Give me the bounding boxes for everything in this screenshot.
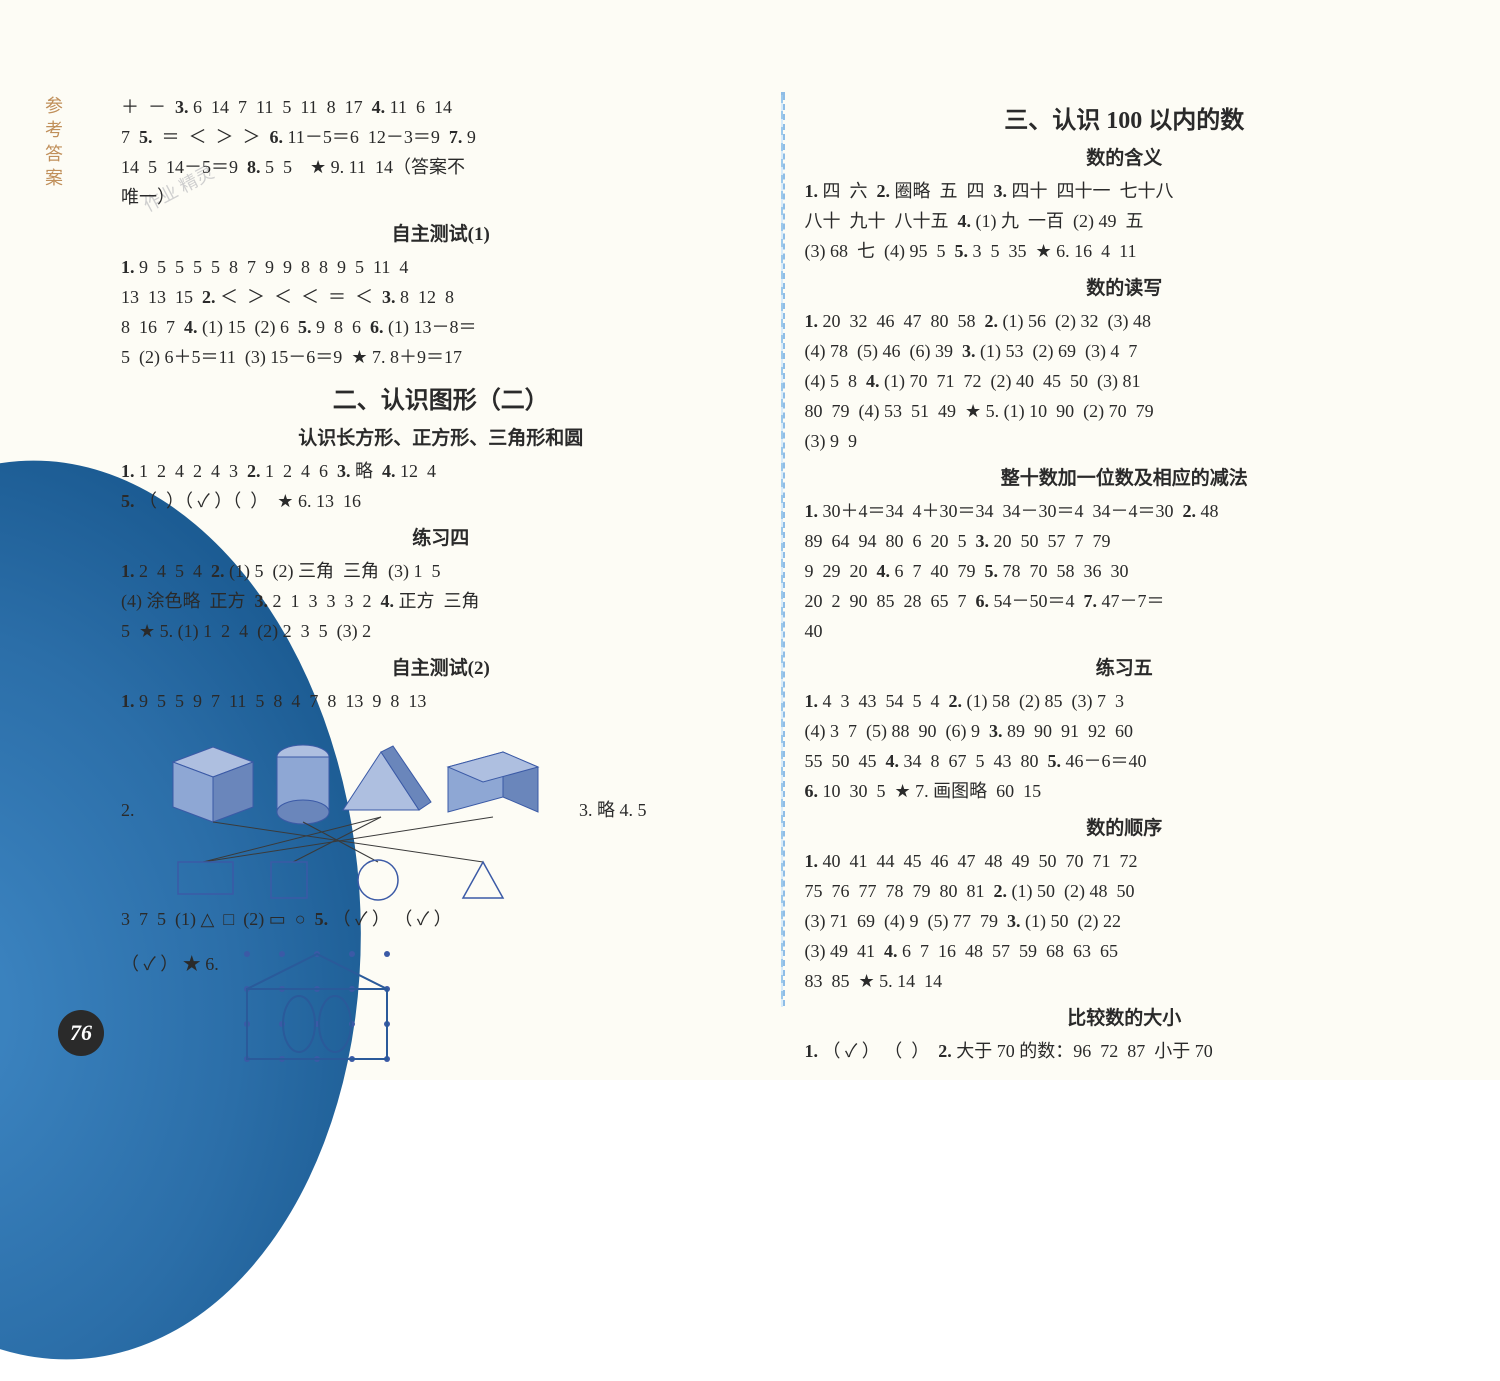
text-line: 83 85 ★ 5. 14 14	[805, 966, 1445, 996]
text-line: 1. 1 2 4 2 4 3 2. 1 2 4 6 3. 略 4. 12 4	[121, 456, 761, 486]
text-line: (4) 78 (5) 46 (6) 39 3. (1) 53 (2) 69 (3…	[805, 336, 1445, 366]
text-line: 9 29 20 4. 6 7 40 79 5. 78 70 58 36 30	[805, 556, 1445, 586]
cube-icon	[173, 747, 253, 822]
text-line: (4) 3 7 (5) 88 90 (6) 9 3. 89 90 91 92 6…	[805, 716, 1445, 746]
text-line: 40	[805, 616, 1445, 646]
subtitle-test1: 自主测试(1)	[121, 220, 761, 250]
subtitle-compare: 比较数的大小	[805, 1004, 1445, 1034]
text-line: 5 ★ 5. (1) 1 2 4 (2) 2 3 5 (3) 2	[121, 616, 761, 646]
q2-label: 2.	[121, 795, 143, 825]
text-line: (4) 涂色略 正方 3. 2 1 3 3 3 2 4. 正方 三角	[121, 586, 761, 616]
circle-icon	[358, 860, 398, 900]
subtitle-prac4: 练习四	[121, 524, 761, 554]
subtitle-order: 数的顺序	[805, 814, 1445, 844]
text-line: 20 2 90 85 28 65 7 6. 54－50＝4 7. 47－7＝	[805, 586, 1445, 616]
text-line: 75 76 77 78 79 80 81 2. (1) 50 (2) 48 50	[805, 876, 1445, 906]
text-line: 80 79 (4) 53 51 49 ★ 5. (1) 10 90 (2) 70…	[805, 396, 1445, 426]
prism-icon	[448, 752, 538, 812]
text-line: 7 5. ＝ ＜ ＞ ＞ 6. 11－5＝6 12－3＝9 7. 9	[121, 122, 761, 152]
text-line: 55 50 45 4. 34 8 67 5 43 80 5. 46－6＝40	[805, 746, 1445, 776]
shapes-match-diagram	[143, 722, 573, 902]
subtitle-shapes: 认识长方形、正方形、三角形和圆	[121, 424, 761, 454]
text-line: 1. 20 32 46 47 80 58 2. (1) 56 (2) 32 (3…	[805, 306, 1445, 336]
text-line: 13 13 15 2. ＜ ＞ ＜ ＜ ＝ ＜ 3. 8 12 8	[121, 282, 761, 312]
subtitle-prac5: 练习五	[805, 654, 1445, 684]
text-line: (4) 5 8 4. (1) 70 71 72 (2) 40 45 50 (3)…	[805, 366, 1445, 396]
text-line: 1. 40 41 44 45 46 47 48 49 50 70 71 72	[805, 846, 1445, 876]
text-line: 8 16 7 4. (1) 15 (2) 6 5. 9 8 6 6. (1) 1…	[121, 312, 761, 342]
text-line: 1. 2 4 5 4 2. (1) 5 (2) 三角 三角 (3) 1 5	[121, 556, 761, 586]
text-line: 3 7 5 (1) △ □ (2) ▭ ○ 5. （ ✓ ） （ ✓ ）	[121, 904, 761, 934]
star6-label: （ ✓ ） ★ 6.	[121, 934, 219, 994]
text-line: 1. 四 六 2. 圈略 五 四 3. 四十 四十一 七十八	[805, 176, 1445, 206]
subtitle-meaning: 数的含义	[805, 144, 1445, 174]
text-line: (3) 68 七 (4) 95 5 5. 3 5 35 ★ 6. 16 4 11	[805, 236, 1445, 266]
text-line: 1. 4 3 43 54 5 4 2. (1) 58 (2) 85 (3) 7 …	[805, 686, 1445, 716]
square-icon	[271, 862, 307, 898]
dot-house-diagram	[227, 934, 417, 1064]
page-number: 76	[58, 1010, 104, 1056]
star6-row: （ ✓ ） ★ 6.	[121, 934, 761, 1064]
text-line: ＋ － 3. 6 14 7 11 5 11 8 17 4. 11 6 14	[121, 92, 761, 122]
rect-icon	[178, 862, 233, 894]
textbook-page: 参考答案 76 作业 精灵 ＋ － 3. 6 14 7 11 5 11 8 17…	[0, 0, 1500, 1080]
text-line: 5. （ ）（ ✓ ）（ ） ★ 6. 13 16	[121, 486, 761, 516]
text-line: (3) 9 9	[805, 426, 1445, 456]
diagram-row: 2.	[121, 716, 761, 904]
text-line: 1. 30＋4＝34 4＋30＝34 34－30＝4 34－4＝30 2. 48	[805, 496, 1445, 526]
content: ＋ － 3. 6 14 7 11 5 11 8 17 4. 11 6 14 7 …	[105, 92, 1460, 1010]
right-column: 三、认识 100 以内的数 数的含义 1. 四 六 2. 圈略 五 四 3. 四…	[789, 92, 1461, 1010]
subtitle-readwrite: 数的读写	[805, 274, 1445, 304]
text-line: 唯一）	[121, 182, 761, 212]
left-column: ＋ － 3. 6 14 7 11 5 11 8 17 4. 11 6 14 7 …	[105, 92, 777, 1010]
subtitle-test2: 自主测试(2)	[121, 654, 761, 684]
pyramid-icon	[343, 746, 431, 810]
section2-title: 二、认识图形（二）	[121, 386, 761, 416]
text-line: 89 64 94 80 6 20 5 3. 20 50 57 7 79	[805, 526, 1445, 556]
text-line: 1. 9 5 5 9 7 11 5 8 4 7 8 13 9 8 13	[121, 686, 761, 716]
triangle-icon	[463, 862, 503, 898]
text-line: (3) 71 69 (4) 9 (5) 77 79 3. (1) 50 (2) …	[805, 906, 1445, 936]
text-line: 6. 10 30 5 ★ 7. 画图略 60 15	[805, 776, 1445, 806]
subtitle-tens-add: 整十数加一位数及相应的减法	[805, 464, 1445, 494]
text-line: 八十 九十 八十五 4. (1) 九 一百 (2) 49 五	[805, 206, 1445, 236]
section3-title: 三、认识 100 以内的数	[805, 106, 1445, 136]
text-line: (3) 49 41 4. 6 7 16 48 57 59 68 63 65	[805, 936, 1445, 966]
cylinder-icon	[277, 745, 329, 824]
side-label: 参考答案	[40, 96, 66, 192]
text-line: 5 (2) 6＋5＝11 (3) 15－6＝9 ★ 7. 8＋9＝17	[121, 342, 761, 372]
text-line: 1. （ ✓ ） （ ） 2. 大于 70 的数：96 72 87 小于 70	[805, 1036, 1445, 1066]
column-divider	[781, 92, 785, 1010]
q3-q4-label: 3. 略 4. 5	[579, 795, 647, 825]
text-line: 14 5 14－5＝9 8. 5 5 ★ 9. 11 14（答案不	[121, 152, 761, 182]
text-line: 1. 9 5 5 5 5 8 7 9 9 8 8 9 5 11 4	[121, 252, 761, 282]
